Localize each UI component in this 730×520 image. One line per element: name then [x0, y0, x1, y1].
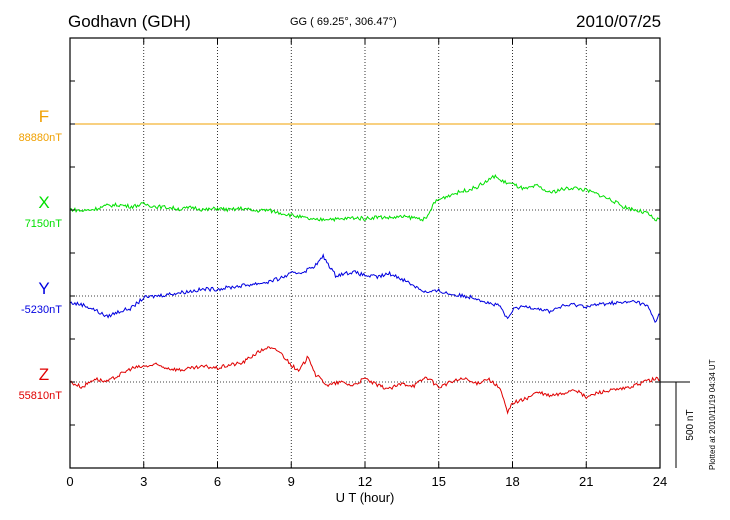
series-baseline-f: 88880nT [19, 132, 63, 144]
scale-bar: 500 nT [660, 382, 696, 468]
series-line-y [70, 255, 660, 322]
x-tick-label: 24 [653, 474, 667, 489]
labels-group: 0 3 6 9 12 15 18 21 24 F 88880nT X 7150nT Y -5230nT Z 55… [19, 107, 668, 489]
axis-ticks [70, 38, 660, 468]
grid-lines [70, 38, 660, 468]
series-baseline-z: 55810nT [19, 390, 63, 402]
x-tick-label: 18 [505, 474, 519, 489]
x-tick-label: 6 [214, 474, 221, 489]
series-name-f: F [39, 107, 49, 126]
plot-frame [70, 38, 660, 468]
series-name-z: Z [39, 365, 49, 384]
x-tick-label: 9 [288, 474, 295, 489]
x-tick-label: 12 [358, 474, 372, 489]
series-name-y: Y [38, 279, 49, 298]
x-tick-label: 15 [432, 474, 446, 489]
x-tick-label: 21 [579, 474, 593, 489]
series-baseline-y: -5230nT [21, 304, 62, 316]
x-tick-label: 0 [66, 474, 73, 489]
plotted-note: Plotted at 2010/11/19 04:34 UT [708, 310, 717, 470]
series-baseline-x: 7150nT [25, 218, 63, 230]
x-tick-label: 3 [140, 474, 147, 489]
x-axis-label: U T (hour) [336, 490, 395, 505]
scale-bar-label: 500 nT [685, 409, 696, 440]
series-name-x: X [38, 193, 49, 212]
